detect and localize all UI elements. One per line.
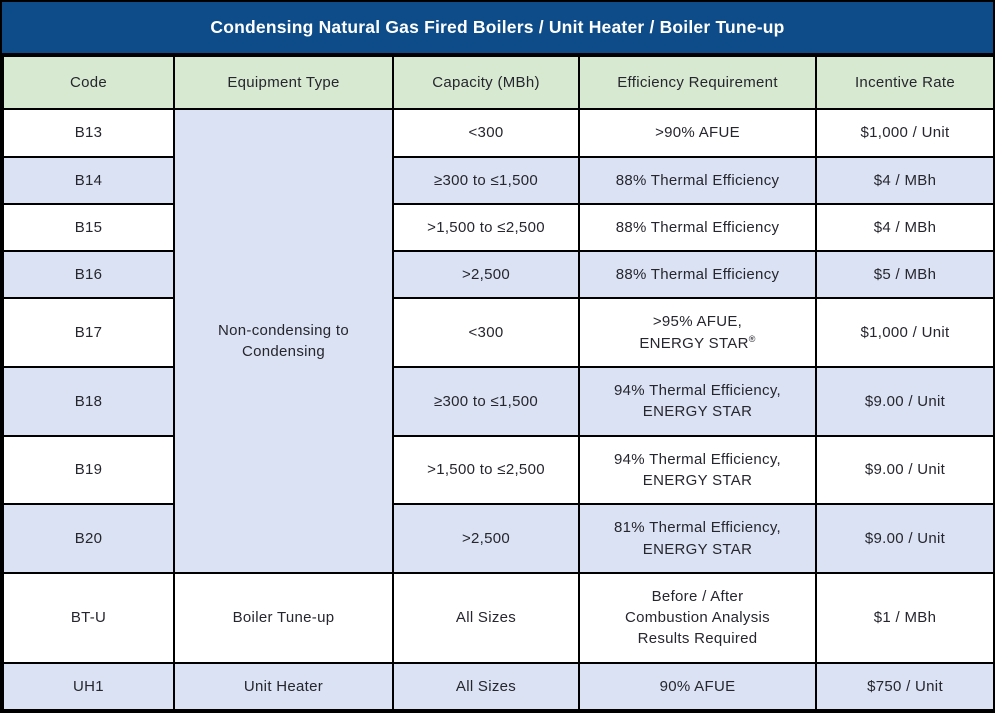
cell-code: B16 (2, 250, 175, 300)
cell-efficiency-requirement: 88% Thermal Efficiency (578, 155, 817, 205)
cell-capacity: <300 (392, 297, 580, 369)
cell-incentive-rate: $5 / MBh (815, 250, 995, 300)
cell-incentive-rate: $4 / MBh (815, 155, 995, 205)
cell-incentive-rate: $1 / MBh (815, 571, 995, 664)
cell-capacity: <300 (392, 108, 580, 158)
cell-efficiency-requirement: >90% AFUE (578, 108, 817, 158)
column-header-capacity: Capacity (MBh) (392, 54, 580, 111)
table-row-B16: B16 >2,500 88% Thermal Efficiency $5 / MBh (2, 250, 995, 300)
cell-code: B20 (2, 503, 175, 574)
cell-code: B15 (2, 202, 175, 253)
table-row-B13: B13 Non-condensing to Condensing <300 >90% … (2, 108, 995, 574)
cell-efficiency-requirement: Before / After Combustion Analysis Results… (578, 571, 817, 664)
table-row-B18: B18 ≥300 to ≤1,500 94% Thermal Efficiency,… (2, 366, 995, 437)
cell-code: B19 (2, 434, 175, 506)
cell-equipment-type: Boiler Tune-up (173, 571, 394, 664)
cell-capacity: ≥300 to ≤1,500 (392, 366, 580, 437)
cell-efficiency-requirement: 88% Thermal Efficiency (578, 202, 817, 253)
cell-efficiency-requirement: 88% Thermal Efficiency (578, 250, 817, 300)
cell-incentive-rate: $750 / Unit (815, 661, 995, 712)
table-body: B13 Non-condensing to Condensing <300 >90% … (2, 108, 995, 712)
cell-code: BT-U (2, 571, 175, 664)
cell-incentive-rate: $1,000 / Unit (815, 297, 995, 369)
cell-equipment-type: Non-condensing to Condensing (173, 108, 394, 574)
cell-incentive-rate: $1,000 / Unit (815, 108, 995, 158)
cell-capacity: >2,500 (392, 250, 580, 300)
cell-efficiency-requirement: >95% AFUE, ENERGY STAR® (578, 297, 817, 369)
cell-incentive-rate: $9.00 / Unit (815, 503, 995, 574)
cell-efficiency-requirement: 81% Thermal Efficiency, ENERGY STAR (578, 503, 817, 574)
column-header-code: Code (2, 54, 175, 111)
cell-incentive-rate: $4 / MBh (815, 202, 995, 253)
column-header-equipment-type: Equipment Type (173, 54, 394, 111)
cell-capacity: ≥300 to ≤1,500 (392, 155, 580, 205)
cell-efficiency-requirement: 94% Thermal Efficiency, ENERGY STAR (578, 434, 817, 506)
cell-efficiency-requirement: 94% Thermal Efficiency, ENERGY STAR (578, 366, 817, 437)
cell-code: B14 (2, 155, 175, 205)
registered-trademark-symbol: ® (748, 333, 756, 344)
column-header-efficiency-requirement: Efficiency Requirement (578, 54, 817, 111)
cell-capacity: All Sizes (392, 661, 580, 712)
cell-capacity: All Sizes (392, 571, 580, 664)
incentive-grid: Code Equipment Type Capacity (MBh) Effic… (2, 54, 995, 712)
column-header-row: Code Equipment Type Capacity (MBh) Effic… (2, 54, 995, 111)
cell-capacity: >1,500 to ≤2,500 (392, 202, 580, 253)
table-title: Condensing Natural Gas Fired Boilers / U… (2, 2, 993, 55)
cell-code: B17 (2, 297, 175, 369)
table-row-B17: B17 <300 >95% AFUE, ENERGY STAR® $1,000 / Un… (2, 297, 995, 369)
column-header-incentive-rate: Incentive Rate (815, 54, 995, 111)
cell-equipment-type: Unit Heater (173, 661, 394, 712)
table-row-BT-U: BT-U Boiler Tune-up All Sizes Before / Afte… (2, 571, 995, 664)
table-row-B20: B20 >2,500 81% Thermal Efficiency, ENERGY S… (2, 503, 995, 574)
cell-code: UH1 (2, 661, 175, 712)
table-row-UH1: UH1 Unit Heater All Sizes 90% AFUE $750 / Un… (2, 661, 995, 712)
table-row-B14: B14 ≥300 to ≤1,500 88% Thermal Efficiency $… (2, 155, 995, 205)
cell-efficiency-requirement: 90% AFUE (578, 661, 817, 712)
cell-code: B18 (2, 366, 175, 437)
table-row-B19: B19 >1,500 to ≤2,500 94% Thermal Efficienc… (2, 434, 995, 506)
table-row-B15: B15 >1,500 to ≤2,500 88% Thermal Efficienc… (2, 202, 995, 253)
cell-incentive-rate: $9.00 / Unit (815, 434, 995, 506)
cell-capacity: >2,500 (392, 503, 580, 574)
cell-capacity: >1,500 to ≤2,500 (392, 434, 580, 506)
cell-code: B13 (2, 108, 175, 158)
cell-incentive-rate: $9.00 / Unit (815, 366, 995, 437)
